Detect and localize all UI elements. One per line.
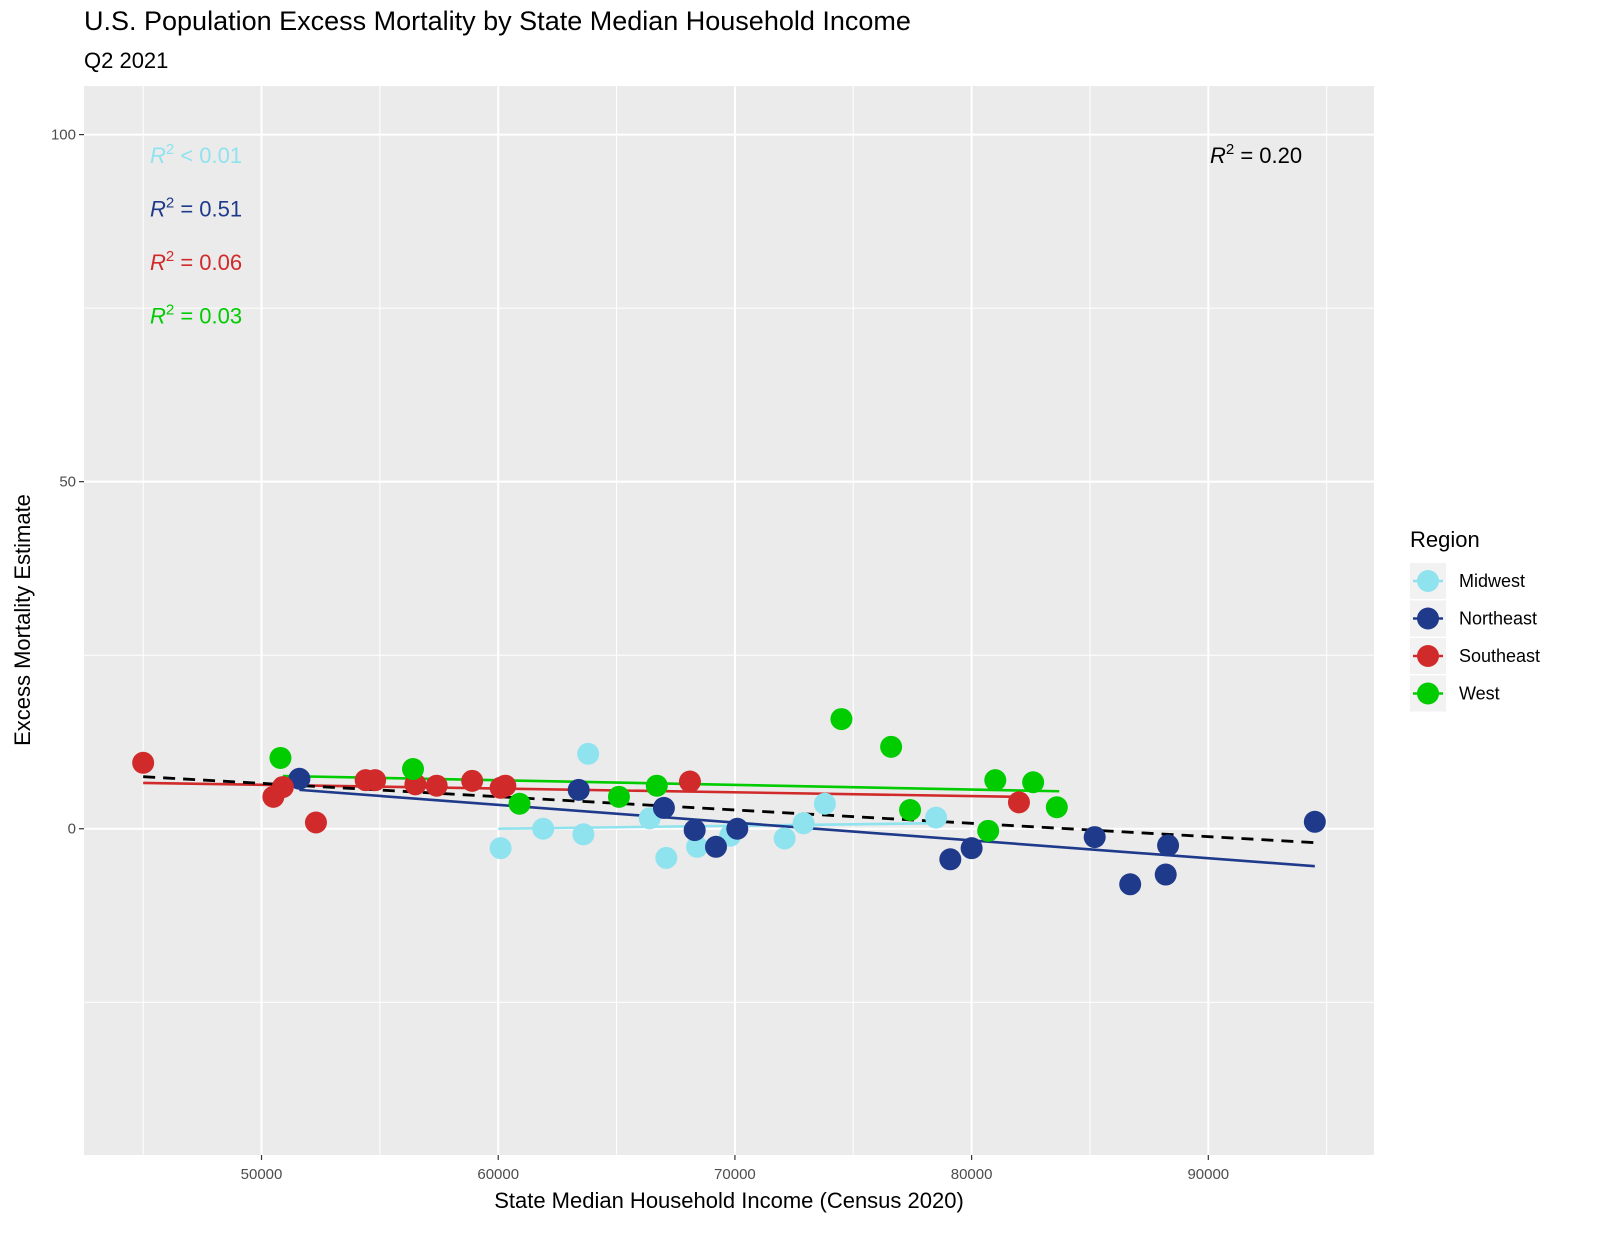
point-northeast xyxy=(567,778,590,801)
point-northeast xyxy=(1119,873,1142,896)
point-northeast xyxy=(1303,810,1326,833)
legend-label-west: West xyxy=(1459,684,1500,704)
point-northeast xyxy=(726,817,749,840)
legend-key-west xyxy=(1417,682,1439,705)
point-west xyxy=(899,799,922,822)
point-west xyxy=(984,769,1007,792)
point-southeast xyxy=(271,776,294,799)
y-tick-label: 100 xyxy=(51,127,76,144)
point-southeast xyxy=(1007,791,1030,814)
point-west xyxy=(402,758,425,781)
point-midwest xyxy=(577,742,600,765)
r2-label-southeast: R2 = 0.06 xyxy=(150,248,242,275)
legend-key-southeast xyxy=(1417,645,1439,667)
legend-title: Region xyxy=(1410,527,1480,552)
point-northeast xyxy=(652,796,675,819)
point-west xyxy=(1022,771,1045,794)
chart-subtitle: Q2 2021 xyxy=(84,48,169,73)
point-midwest xyxy=(773,827,796,850)
chart-title: U.S. Population Excess Mortality by Stat… xyxy=(84,6,911,36)
point-west xyxy=(508,792,531,815)
point-midwest xyxy=(655,846,678,869)
r2-label-northeast: R2 = 0.51 xyxy=(150,195,242,222)
point-southeast xyxy=(461,769,484,792)
point-midwest xyxy=(572,823,595,846)
x-tick-label: 60000 xyxy=(477,1166,519,1183)
axes: 50000 60000 70000 80000 90000 0 50 100 xyxy=(51,127,1229,1183)
legend-label-midwest: Midwest xyxy=(1459,571,1525,591)
data-points xyxy=(132,708,1326,896)
point-midwest xyxy=(489,837,512,860)
x-axis-title: State Median Household Income (Census 20… xyxy=(494,1188,964,1213)
point-northeast xyxy=(288,767,311,790)
point-southeast xyxy=(364,769,387,792)
point-northeast xyxy=(939,848,962,871)
point-northeast xyxy=(1157,834,1180,857)
legend-key-midwest xyxy=(1417,570,1439,592)
point-west xyxy=(830,708,853,731)
legend-key-northeast xyxy=(1417,607,1439,630)
minor-gridlines xyxy=(84,86,1374,1155)
fit-line-overall xyxy=(143,775,1315,845)
point-midwest xyxy=(813,792,836,815)
point-west xyxy=(645,774,668,797)
r2-label-west: R2 = 0.03 xyxy=(150,302,242,329)
point-southeast xyxy=(678,770,701,793)
point-midwest xyxy=(532,817,555,840)
x-tick-label: 80000 xyxy=(951,1166,993,1183)
point-west xyxy=(977,819,1000,842)
point-northeast xyxy=(1154,863,1177,886)
x-tick-label: 70000 xyxy=(714,1166,756,1183)
r2-label-overall: R2 = 0.20 xyxy=(1210,141,1302,168)
point-southeast xyxy=(494,774,517,797)
point-west xyxy=(269,746,292,769)
point-northeast xyxy=(704,835,727,858)
r2-label-midwest: R2 < 0.01 xyxy=(150,141,242,168)
x-tick-label: 90000 xyxy=(1187,1166,1229,1183)
major-gridlines xyxy=(84,86,1374,1155)
legend: Region Midwest Northeast Southeast West xyxy=(1410,527,1540,712)
point-southeast xyxy=(304,811,327,834)
point-northeast xyxy=(683,819,706,842)
point-midwest xyxy=(792,812,815,835)
y-tick-label: 50 xyxy=(59,474,76,491)
point-west xyxy=(1045,796,1068,819)
point-northeast xyxy=(1083,826,1106,849)
point-southeast xyxy=(132,751,155,774)
r-squared-labels: R2 < 0.01 R2 = 0.51 R2 = 0.06 R2 = 0.03 R2 =… xyxy=(150,141,1302,329)
legend-label-southeast: Southeast xyxy=(1459,646,1540,666)
y-tick-label: 0 xyxy=(68,821,76,838)
point-southeast xyxy=(425,774,448,797)
y-axis-title: Excess Mortality Estimate xyxy=(10,494,35,746)
point-northeast xyxy=(960,837,983,860)
point-west xyxy=(880,735,903,758)
x-tick-label: 50000 xyxy=(241,1166,283,1183)
fit-line-midwest xyxy=(498,821,937,831)
point-midwest xyxy=(686,835,709,858)
point-west xyxy=(607,785,630,808)
point-midwest xyxy=(925,806,948,829)
legend-label-northeast: Northeast xyxy=(1459,609,1537,629)
plot-panel xyxy=(84,86,1374,1155)
